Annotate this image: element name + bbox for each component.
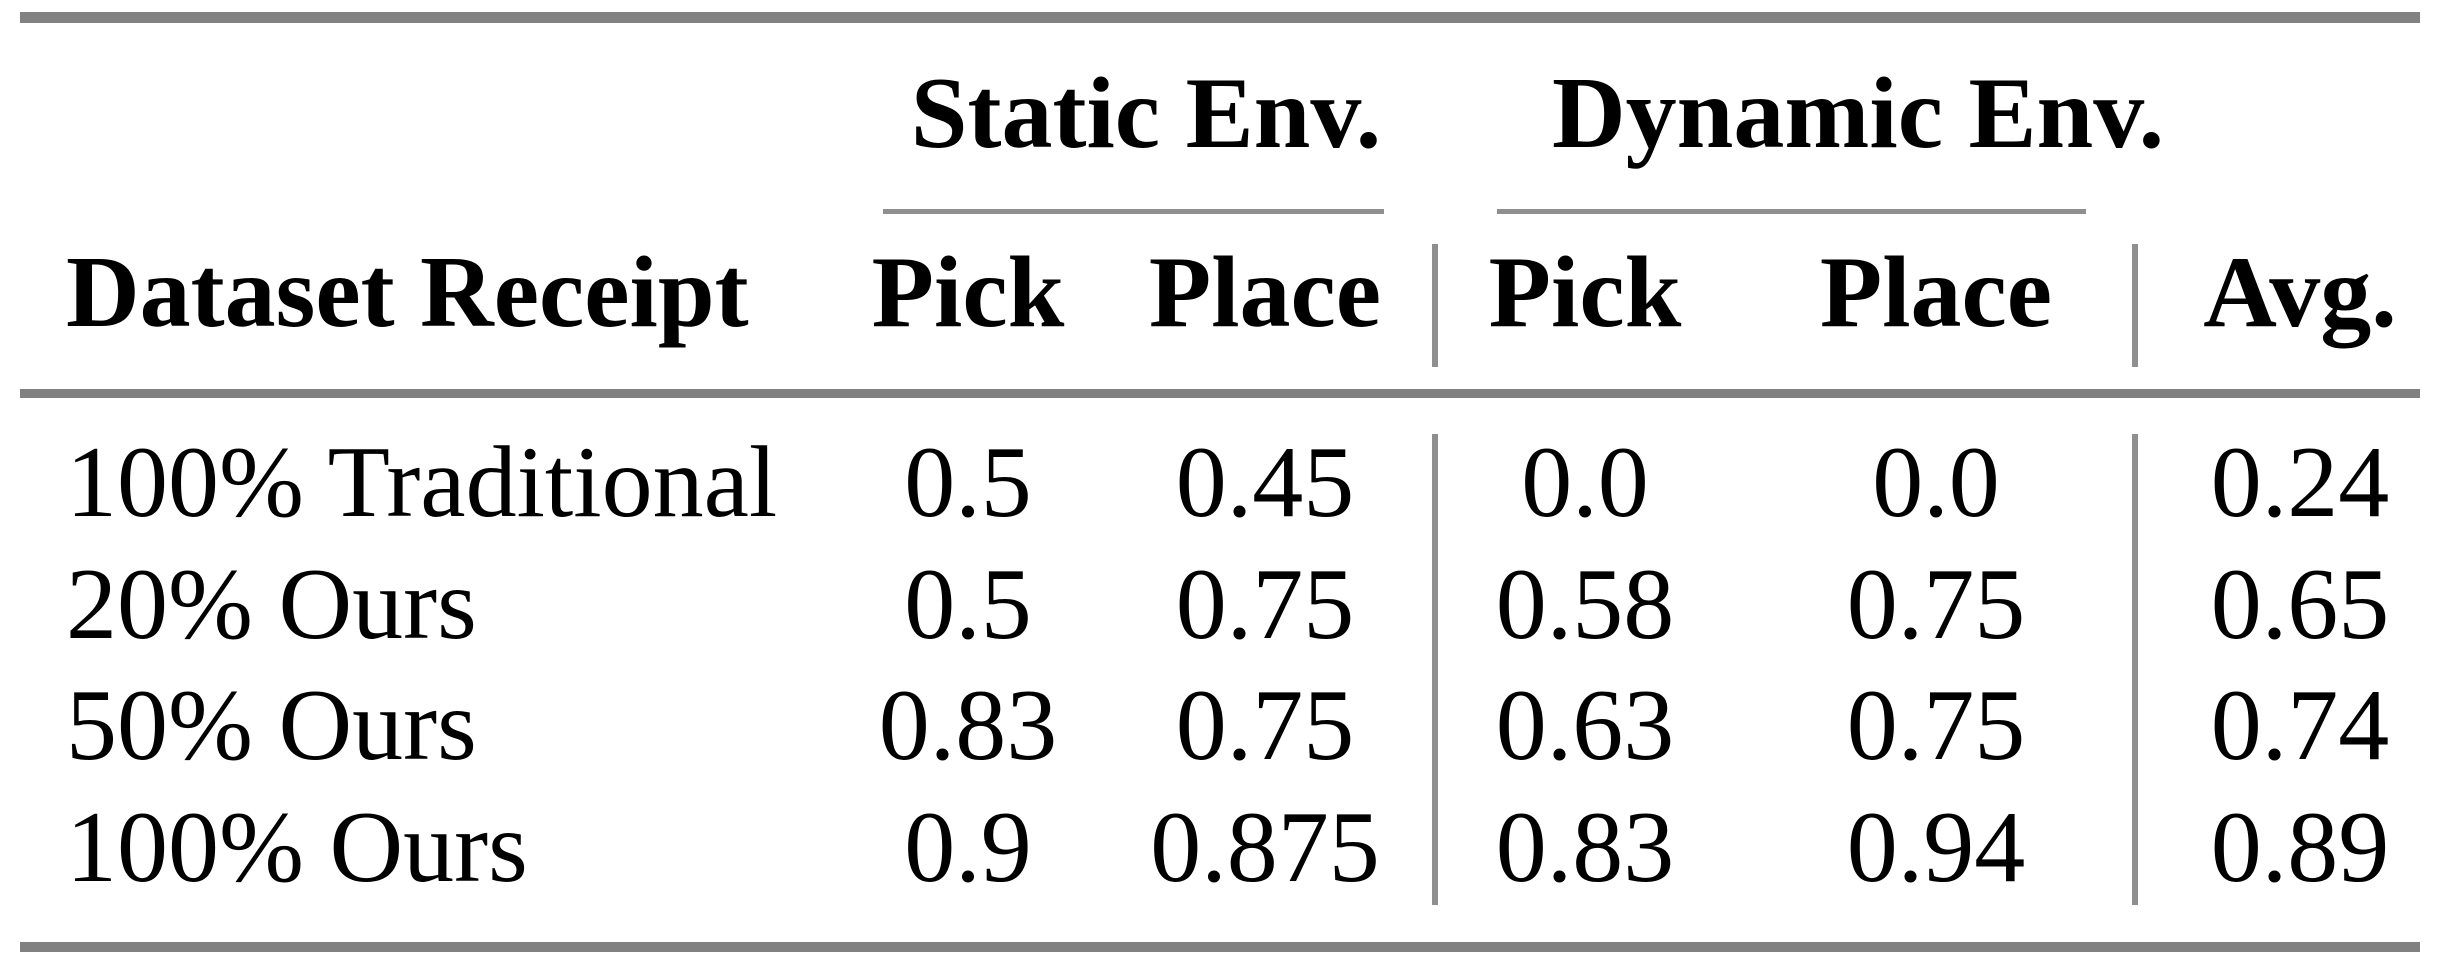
header-static-place: Place: [1148, 236, 1382, 349]
cell-avg: 0.89: [2210, 791, 2390, 904]
row-label: 100% Traditional: [66, 426, 778, 539]
static-env-underline-rule: [883, 209, 1384, 214]
cell-static-pick: 0.5: [904, 426, 1032, 539]
body-vertical-rule-1: [1432, 434, 1438, 905]
cell-static-place: 0.75: [1175, 669, 1355, 782]
header-avg: Avg.: [2203, 236, 2397, 349]
body-vertical-rule-2: [2132, 434, 2138, 905]
cell-avg: 0.74: [2210, 669, 2390, 782]
cell-static-place: 0.75: [1175, 548, 1355, 661]
row-label: 100% Ours: [66, 791, 528, 904]
header-vertical-rule-2: [2132, 244, 2138, 367]
header-static-pick: Pick: [871, 236, 1065, 349]
header-dynamic-pick: Pick: [1488, 236, 1682, 349]
cell-static-place: 0.45: [1175, 426, 1355, 539]
row-label: 50% Ours: [66, 669, 477, 782]
cell-avg: 0.65: [2210, 548, 2390, 661]
cell-dynamic-pick: 0.58: [1495, 548, 1675, 661]
cell-static-pick: 0.5: [904, 548, 1032, 661]
cell-dynamic-pick: 0.83: [1495, 791, 1675, 904]
cell-dynamic-place: 0.0: [1872, 426, 2000, 539]
cell-static-pick: 0.83: [878, 669, 1058, 782]
cell-static-place: 0.875: [1150, 791, 1380, 904]
table-header-rule: [20, 389, 2420, 398]
cell-dynamic-place: 0.75: [1846, 669, 2026, 782]
cell-static-pick: 0.9: [904, 791, 1032, 904]
cell-avg: 0.24: [2210, 426, 2390, 539]
cell-dynamic-pick: 0.63: [1495, 669, 1675, 782]
col-group-static-env-label: Static Env.: [910, 57, 1382, 170]
row-label: 20% Ours: [66, 548, 477, 661]
table-bottom-rule: [20, 942, 2420, 952]
cell-dynamic-place: 0.94: [1846, 791, 2026, 904]
cell-dynamic-place: 0.75: [1846, 548, 2026, 661]
table-top-rule: [20, 12, 2420, 23]
cell-dynamic-pick: 0.0: [1521, 426, 1649, 539]
header-vertical-rule-1: [1432, 244, 1438, 367]
header-dynamic-place: Place: [1819, 236, 2053, 349]
dynamic-env-underline-rule: [1497, 209, 2086, 214]
col-group-dynamic-env-label: Dynamic Env.: [1552, 57, 2165, 170]
header-dataset-receipt: Dataset Receipt: [66, 236, 749, 349]
